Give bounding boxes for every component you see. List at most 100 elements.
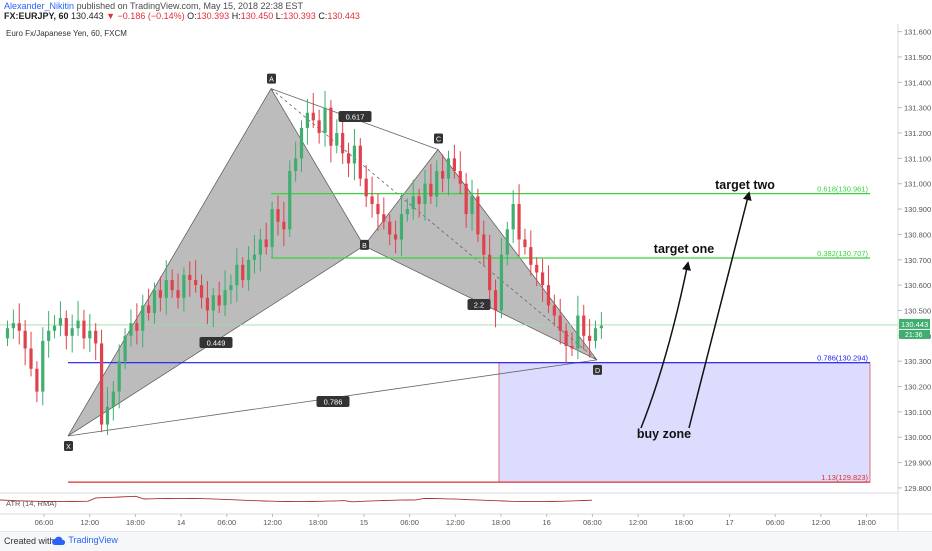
time-tick-label: 15 — [360, 518, 368, 527]
candle-body — [152, 290, 157, 314]
pattern-point-label: D — [595, 368, 600, 375]
candle-body — [29, 348, 33, 369]
candle-body — [294, 158, 298, 172]
candle-body — [364, 178, 368, 197]
countdown-badge — [899, 329, 930, 339]
author-link[interactable]: Alexander_Nikitin — [4, 1, 75, 11]
candle-body — [329, 107, 333, 146]
candle-body — [417, 196, 421, 204]
last-price-badge-label: 130.443 — [901, 320, 928, 329]
candle-body — [540, 272, 545, 286]
candle-body — [552, 305, 556, 316]
candle-body — [88, 330, 92, 339]
candle-body — [264, 239, 268, 248]
ratio-badge — [316, 396, 350, 407]
candle-body — [435, 171, 439, 197]
ratio-label: 0.786 — [324, 398, 343, 407]
candle-body — [423, 183, 427, 204]
candle-body — [205, 297, 210, 311]
candle-body — [129, 323, 133, 336]
candle-body — [476, 196, 480, 235]
candle-body — [499, 254, 504, 311]
symbol-name[interactable]: FX:EURJPY, 60 — [4, 11, 69, 21]
fib-level-label: 1.13(129.823) — [821, 473, 868, 482]
candle-body — [99, 343, 104, 425]
candle-body — [5, 328, 10, 339]
price-tick-label: 130.600 — [904, 281, 931, 290]
candle-body — [176, 290, 180, 298]
candle-body — [35, 368, 39, 392]
time-tick-label: 17 — [725, 518, 733, 527]
ratio-label: 0.617 — [346, 113, 365, 122]
symbol-line: FX:EURJPY, 60 130.443 ▼ −0.186 (−0.14%) … — [4, 11, 360, 21]
candle-body — [11, 323, 15, 329]
time-tick-label: 16 — [543, 518, 551, 527]
close-label: C: — [318, 11, 328, 21]
time-tick-label: 12:00 — [80, 518, 99, 527]
candle-body — [411, 196, 415, 210]
pattern-point-label: B — [362, 243, 367, 250]
candle-body — [505, 229, 509, 255]
candle-body — [276, 209, 280, 222]
candle-body — [511, 203, 515, 230]
high-label: H: — [231, 11, 241, 21]
buy-zone-rect — [498, 362, 871, 483]
candle-body — [147, 305, 151, 314]
price-tick-label: 131.300 — [904, 104, 931, 113]
price-tick-label: 130.100 — [904, 408, 931, 417]
candle-body — [346, 153, 351, 164]
candle-body — [570, 345, 574, 349]
atr-line — [0, 495, 593, 503]
candle-body — [529, 247, 533, 265]
candle-body — [76, 320, 80, 329]
candle-body — [241, 264, 245, 281]
candle-body — [17, 323, 21, 331]
footer-bar: Created with TradingView — [0, 531, 932, 551]
candle-body — [299, 127, 304, 159]
price-tick-label: 130.500 — [904, 306, 931, 315]
tradingview-logo[interactable]: TradingView — [52, 535, 118, 546]
price-tick-label: 131.100 — [904, 154, 931, 163]
ratio-badge — [338, 111, 372, 122]
candle-body — [41, 340, 45, 392]
open-label: O: — [187, 11, 197, 21]
candle-body — [588, 335, 592, 341]
candle-body — [223, 290, 227, 306]
atr-label: ATR (14, RMA) — [6, 499, 57, 508]
candle-body — [452, 158, 456, 172]
candle-body — [194, 280, 198, 286]
candle-body — [246, 259, 251, 281]
time-tick-label: 12:00 — [812, 518, 831, 527]
candle-body — [482, 234, 486, 255]
candle-body — [341, 133, 345, 154]
candle-body — [323, 107, 327, 134]
chart-canvas[interactable]: 131.600 131.500 131.400 131.300 131.200 131.1… — [0, 0, 932, 531]
time-tick-label: 18:00 — [309, 518, 328, 527]
candle-body — [23, 330, 27, 349]
time-tick-label: 06:00 — [583, 518, 602, 527]
price-tick-label: 129.800 — [904, 484, 931, 493]
ratio-badge — [467, 299, 491, 310]
candle-body — [564, 330, 568, 346]
candle-body — [235, 264, 239, 286]
price-tick-label: 130.200 — [904, 383, 931, 392]
pattern-point-badge — [434, 133, 443, 144]
candle-body — [158, 290, 162, 298]
ad-line — [270, 88, 598, 361]
candle-body — [135, 323, 139, 331]
candle-body — [282, 221, 286, 230]
candle-body — [370, 196, 374, 204]
candle-body — [141, 305, 145, 331]
candle-body — [429, 183, 433, 197]
time-tick-label: 06:00 — [400, 518, 419, 527]
candle-body — [188, 274, 192, 281]
pattern-point-label: C — [436, 136, 441, 143]
candle-body — [311, 112, 315, 121]
candle-body — [576, 315, 580, 349]
candle-body — [358, 145, 362, 179]
arrow-to-target-one — [640, 261, 691, 429]
price-tick-label: 129.900 — [904, 459, 931, 468]
candle-body — [399, 214, 404, 240]
candle-body — [558, 315, 562, 331]
